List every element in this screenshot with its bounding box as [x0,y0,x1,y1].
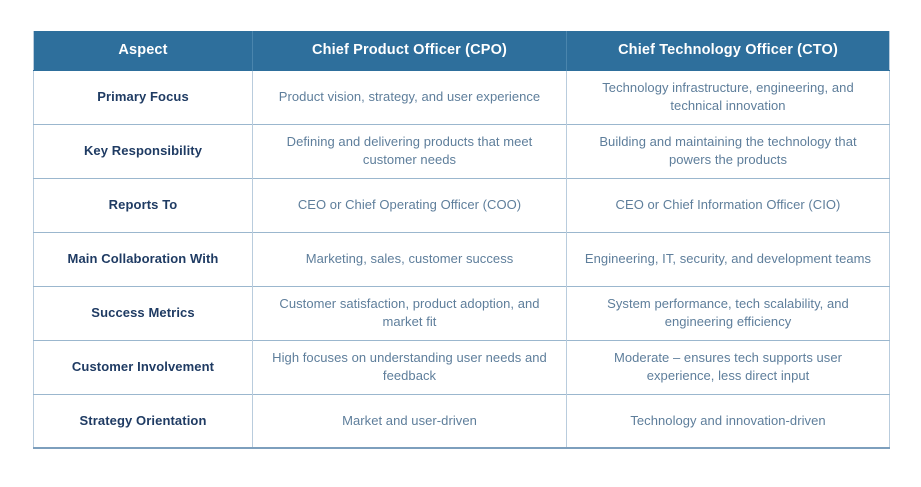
row-cto-value: Technology infrastructure, engineering, … [566,69,890,124]
table-row: Success Metrics Customer satisfaction, p… [33,285,890,340]
row-aspect-label: Key Responsibility [33,123,253,178]
table-row: Main Collaboration With Marketing, sales… [33,231,890,286]
table-row: Reports To CEO or Chief Operating Office… [33,177,890,232]
table-row: Key Responsibility Defining and deliveri… [33,123,890,178]
row-cto-value: CEO or Chief Information Officer (CIO) [566,177,890,232]
row-aspect-label: Main Collaboration With [33,231,253,286]
comparison-table-container: Aspect Chief Product Officer (CPO) Chief… [33,31,890,449]
row-aspect-label: Strategy Orientation [33,393,253,448]
header-row: Aspect Chief Product Officer (CPO) Chief… [33,31,890,70]
row-cpo-value: Product vision, strategy, and user exper… [252,69,567,124]
table-header: Aspect Chief Product Officer (CPO) Chief… [33,31,890,70]
row-cto-value: System performance, tech scalability, an… [566,285,890,340]
row-cto-value: Technology and innovation-driven [566,393,890,448]
row-cto-value: Engineering, IT, security, and developme… [566,231,890,286]
table-row: Primary Focus Product vision, strategy, … [33,69,890,124]
row-aspect-label: Reports To [33,177,253,232]
cpo-cto-comparison-table: Aspect Chief Product Officer (CPO) Chief… [33,31,890,449]
table-row: Strategy Orientation Market and user-dri… [33,393,890,448]
column-header-aspect: Aspect [33,31,253,70]
row-cto-value: Moderate – ensures tech supports user ex… [566,339,890,394]
row-cpo-value: Market and user-driven [252,393,567,448]
row-aspect-label: Success Metrics [33,285,253,340]
row-cpo-value: CEO or Chief Operating Officer (COO) [252,177,567,232]
row-cpo-value: Marketing, sales, customer success [252,231,567,286]
row-cpo-value: Defining and delivering products that me… [252,123,567,178]
table-row: Customer Involvement High focuses on und… [33,339,890,394]
column-header-cto: Chief Technology Officer (CTO) [566,31,890,70]
row-cpo-value: Customer satisfaction, product adoption,… [252,285,567,340]
row-cpo-value: High focuses on understanding user needs… [252,339,567,394]
row-cto-value: Building and maintaining the technology … [566,123,890,178]
row-aspect-label: Customer Involvement [33,339,253,394]
table-body: Primary Focus Product vision, strategy, … [33,69,890,448]
row-aspect-label: Primary Focus [33,69,253,124]
column-header-cpo: Chief Product Officer (CPO) [252,31,567,70]
